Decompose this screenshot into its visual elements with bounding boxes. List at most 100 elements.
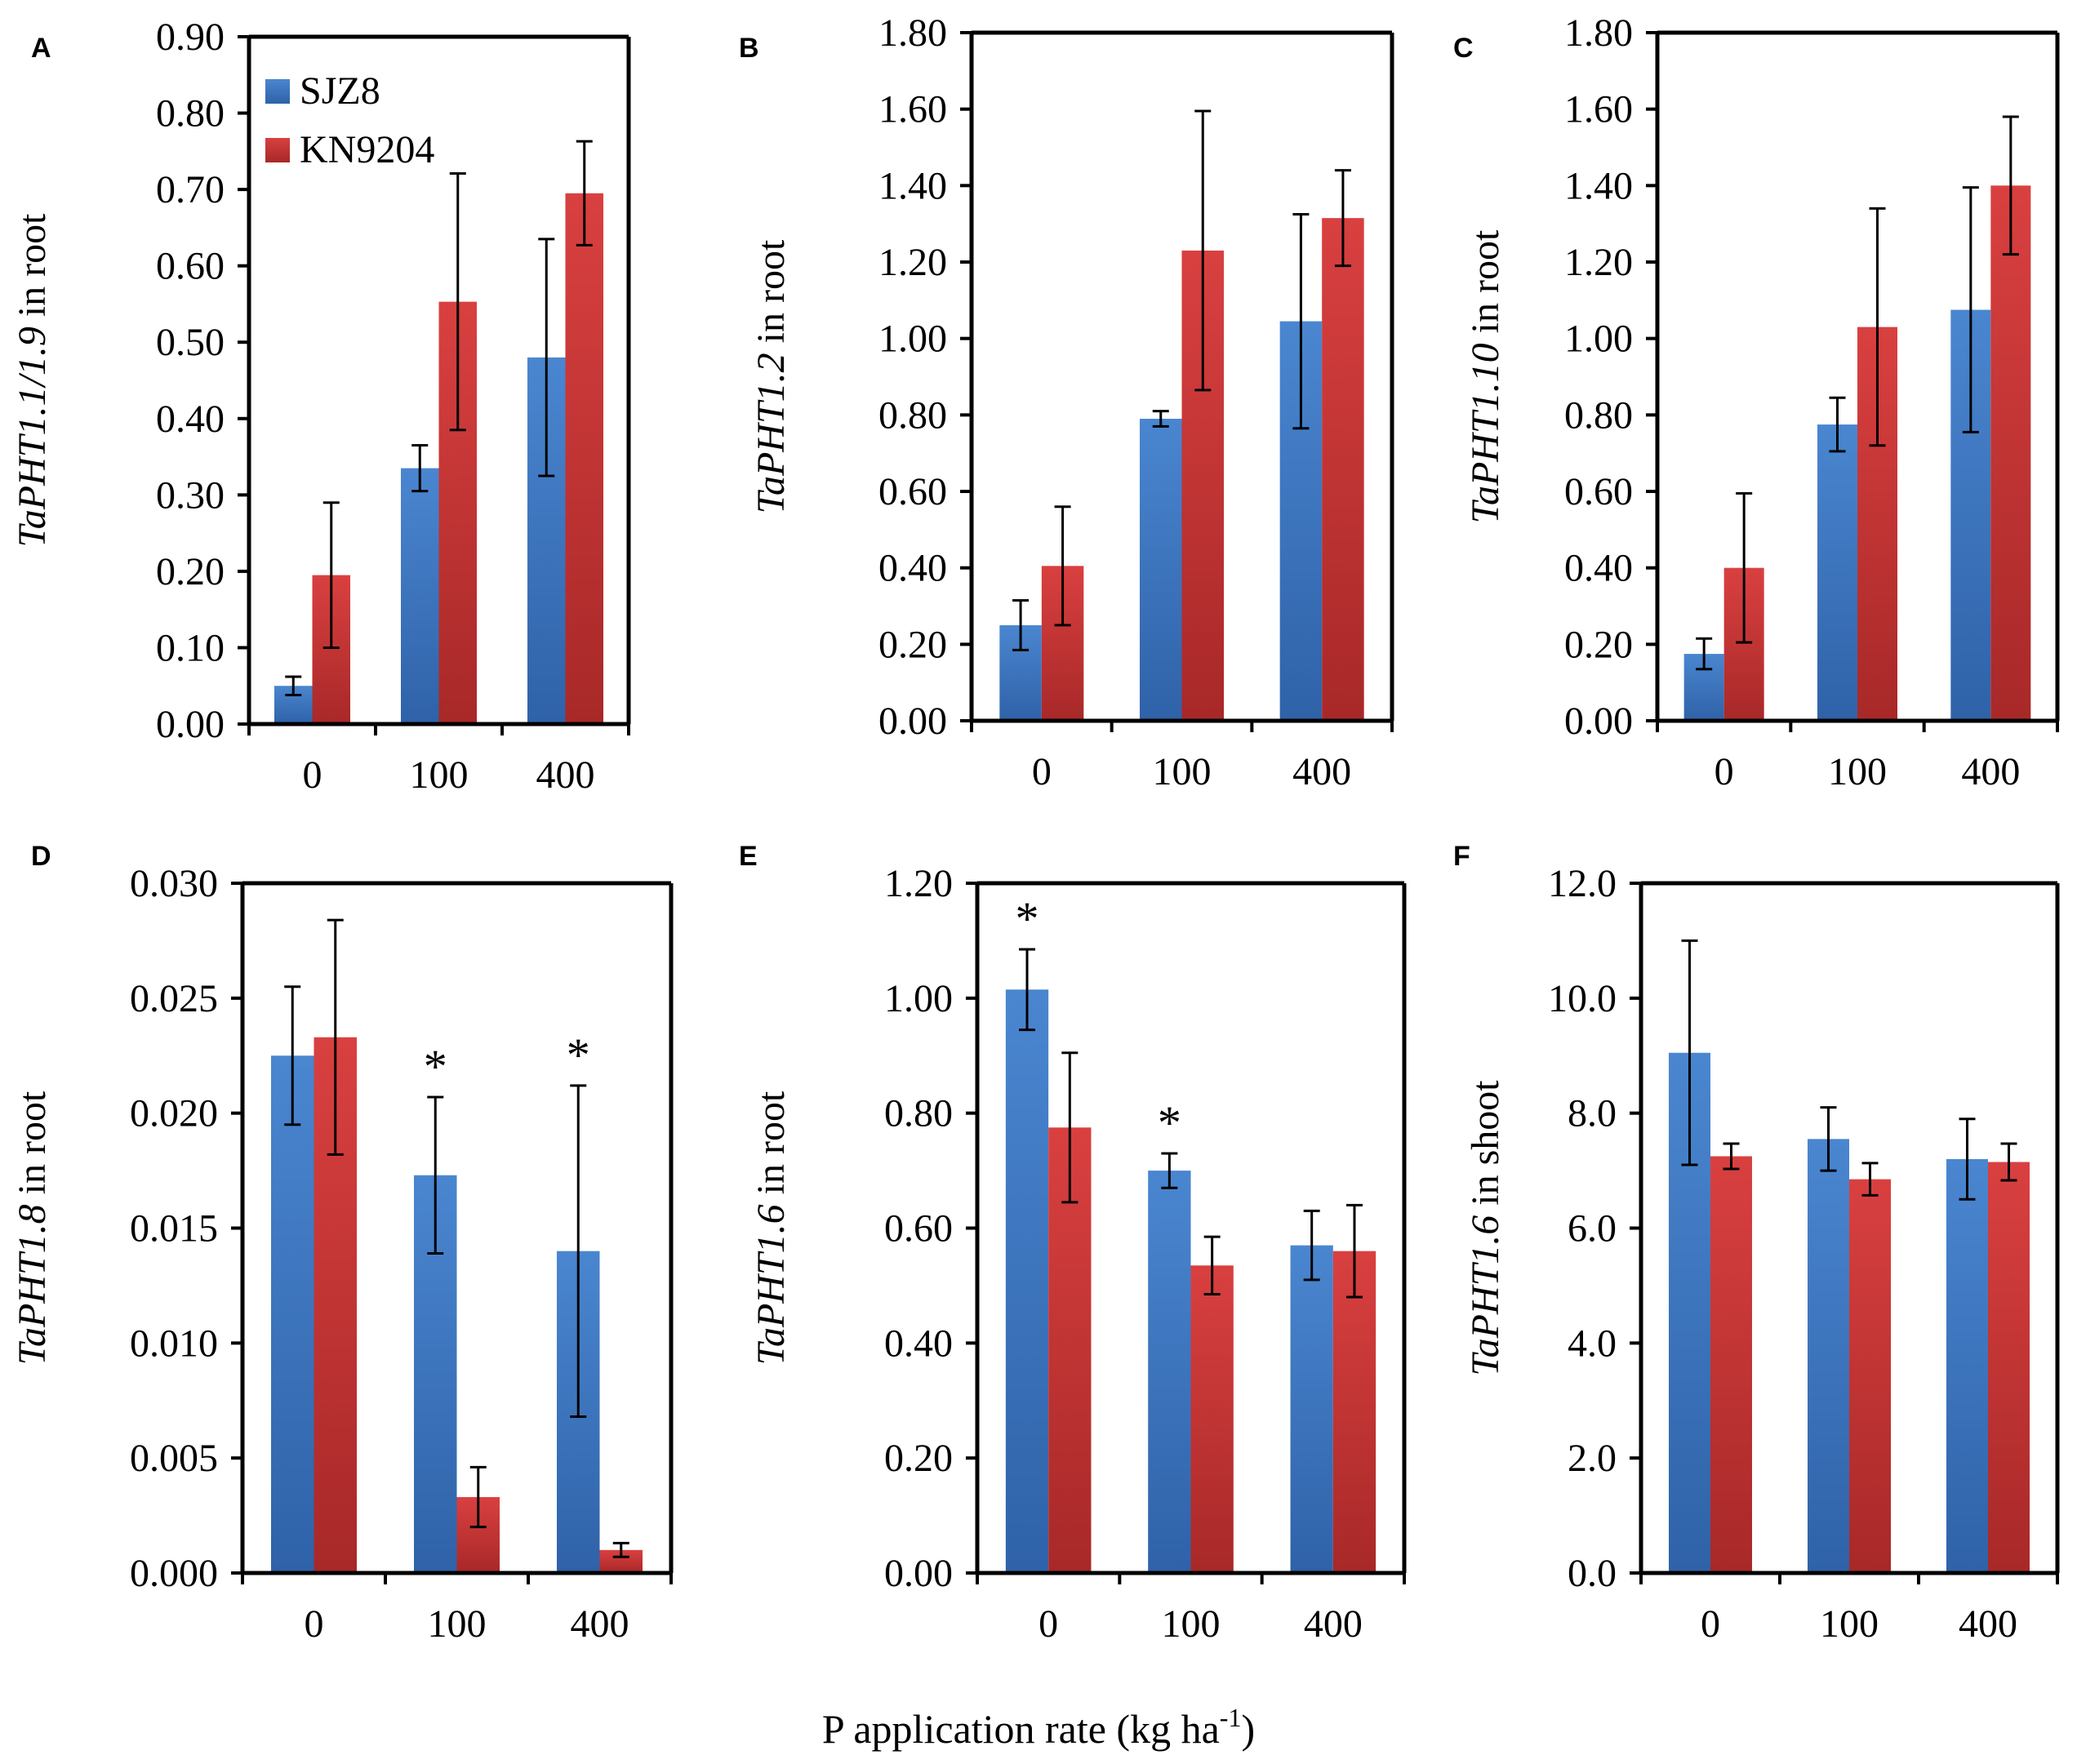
y-tick-label: 0.020 [130, 1092, 218, 1135]
y-tick-label: 0.20 [878, 623, 947, 666]
y-tick-label: 0.030 [130, 862, 218, 905]
y-tick-label: 10.0 [1548, 977, 1617, 1020]
bar-sjz8-0 [271, 1055, 314, 1573]
y-tick-label: 1.20 [1564, 241, 1633, 284]
y-tick-label: 0.005 [130, 1437, 218, 1480]
x-tick-label: 400 [1292, 750, 1351, 793]
panel-d: D 0.000 0.005 0.010 0.015 0.020 0.025 0.030 0 100… [11, 841, 674, 1646]
significance-marker: * [1016, 892, 1039, 945]
bar-sjz8-100 [1817, 424, 1857, 721]
y-tick-label: 0.50 [156, 321, 225, 364]
y-tick-label: 0.10 [156, 626, 225, 669]
legend-label-sjz8: SJZ8 [300, 69, 380, 113]
panel-a: A 0.00 0.10 0.20 0.30 0.40 0.50 0.60 0.70 0.80 0.9… [11, 16, 631, 797]
panel-e: E 0.00 0.20 0.40 0.60 0.80 1.00 1.20 0 100 400 * * Ta… [739, 841, 1407, 1646]
y-tick-label: 2.0 [1568, 1437, 1617, 1480]
bar-sjz8-400 [1946, 1159, 1988, 1573]
bar-sjz8-100 [1140, 419, 1182, 721]
y-tick-label: 1.20 [878, 241, 947, 284]
y-tick-label: 1.00 [884, 977, 953, 1020]
legend-swatch-sjz8 [265, 79, 290, 104]
panel-letter: C [1453, 33, 1474, 64]
y-axis-label: TaPHT1.10 in root [1464, 229, 1507, 523]
y-tick-label: 0.40 [878, 547, 947, 590]
y-tick-label: 1.00 [1564, 318, 1633, 361]
x-tick-label: 400 [536, 753, 595, 797]
y-tick-label: 12.0 [1548, 862, 1617, 905]
y-tick-label: 0.025 [130, 977, 218, 1020]
bar-sjz8-100 [1148, 1171, 1191, 1573]
y-tick-label: 0.80 [884, 1092, 953, 1135]
x-tick-label: 0 [305, 1602, 324, 1646]
y-tick-label: 0.00 [884, 1552, 953, 1595]
panel-letter: A [31, 33, 51, 64]
x-tick-label: 0 [1715, 750, 1734, 793]
x-tick-label: 0 [1032, 750, 1052, 793]
y-tick-label: 0.40 [1564, 547, 1633, 590]
y-tick-label: 1.40 [878, 164, 947, 207]
significance-marker: * [567, 1029, 590, 1082]
y-tick-label: 0.40 [884, 1322, 953, 1365]
y-axis-label: TaPHT1.6 in root [749, 1091, 793, 1365]
x-tick-label: 400 [1961, 750, 2020, 793]
legend-label-kn9204: KN9204 [300, 128, 434, 171]
y-tick-label: 0.00 [156, 703, 225, 746]
x-tick-label: 100 [1153, 750, 1212, 793]
y-tick-label: 0.60 [1564, 470, 1633, 513]
x-tick-label: 400 [571, 1602, 629, 1646]
y-tick-label: 0.30 [156, 473, 225, 517]
y-tick-label: 0.80 [156, 92, 225, 136]
x-tick-label: 100 [1162, 1602, 1221, 1646]
y-tick-label: 1.60 [1564, 88, 1633, 131]
y-tick-label: 0.80 [878, 393, 947, 437]
y-tick-label: 0.60 [156, 245, 225, 288]
bar-kn9204-100 [1190, 1265, 1234, 1573]
significance-marker: * [424, 1040, 447, 1093]
y-axis-label: TaPHT1.2 in root [749, 239, 793, 513]
y-tick-label: 0.010 [130, 1322, 218, 1365]
bar-kn9204-400 [1990, 185, 2031, 722]
y-tick-label: 0.00 [1564, 700, 1633, 743]
x-tick-label: 0 [303, 753, 322, 797]
y-tick-label: 1.80 [878, 11, 947, 55]
bar-kn9204-400 [1322, 218, 1364, 721]
y-tick-label: 1.80 [1564, 11, 1633, 55]
y-axis-label: TaPHT1.8 in root [11, 1091, 54, 1365]
bar-sjz8-0 [1005, 989, 1049, 1573]
y-tick-label: 1.60 [878, 88, 947, 131]
y-tick-label: 0.70 [156, 168, 225, 211]
y-tick-label: 4.0 [1568, 1322, 1617, 1365]
bar-kn9204-100 [1849, 1179, 1891, 1573]
x-tick-label: 100 [1820, 1602, 1879, 1646]
x-tick-label: 100 [410, 753, 469, 797]
bar-kn9204-0 [1710, 1156, 1752, 1573]
y-tick-label: 0.20 [884, 1437, 953, 1480]
y-tick-label: 1.40 [1564, 164, 1633, 207]
bar-kn9204-400 [1332, 1251, 1377, 1573]
panel-f: F 0.0 2.0 4.0 6.0 8.0 10.0 12.0 0 100 400 TaPHT1.6 … [1453, 841, 2060, 1646]
bar-sjz8-400 [1290, 1245, 1333, 1573]
y-tick-label: 0.0 [1568, 1552, 1617, 1595]
panel-letter: D [31, 841, 51, 872]
bar-sjz8-100 [1808, 1139, 1849, 1573]
y-tick-label: 0.60 [884, 1207, 953, 1251]
y-tick-label: 8.0 [1568, 1092, 1617, 1135]
panel-letter: B [739, 33, 759, 64]
y-tick-label: 0.20 [1564, 623, 1633, 666]
bar-sjz8-100 [401, 468, 439, 724]
y-tick-label: 0.20 [156, 550, 225, 593]
bar-kn9204-400 [565, 193, 603, 725]
y-tick-label: 1.20 [884, 862, 953, 905]
bar-kn9204-400 [1988, 1162, 2030, 1573]
legend-swatch-kn9204 [265, 138, 290, 162]
x-tick-label: 0 [1701, 1602, 1720, 1646]
y-tick-label: 1.00 [878, 318, 947, 361]
shared-x-axis-label: P application rate (kg ha-1) [822, 1703, 1255, 1752]
x-tick-label: 400 [1959, 1602, 2017, 1646]
x-tick-label: 0 [1038, 1602, 1058, 1646]
y-tick-label: 0.00 [878, 700, 947, 743]
y-axis-label: TaPHT1.6 in shoot [1464, 1080, 1507, 1376]
y-tick-label: 0.015 [130, 1207, 218, 1251]
panel-b: B 0.00 0.20 0.40 0.60 0.80 1.00 1.20 1.40 1.60 1.8… [739, 11, 1394, 793]
